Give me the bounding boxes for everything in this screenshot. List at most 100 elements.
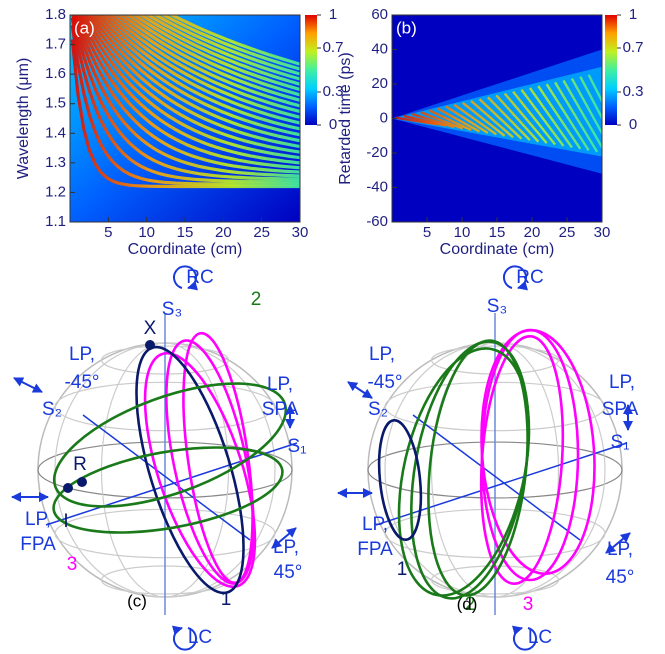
colorbar-tick-label: 0.3 — [323, 83, 344, 100]
sphere-label: SPA — [602, 399, 639, 420]
y-axis-label: Wavelength (μm) — [15, 58, 32, 180]
heat-stripe — [92, 15, 300, 137]
sphere-label: LP, — [369, 344, 395, 365]
heat-stripe — [80, 15, 300, 160]
sphere-label: RC — [186, 267, 213, 288]
heat-stripe — [125, 15, 300, 97]
heat-stripe — [88, 15, 300, 143]
y-tick-label: 1.1 — [45, 213, 66, 230]
heat-stripe — [403, 114, 447, 127]
heat-stripe — [100, 15, 300, 125]
heat-stripe — [74, 15, 300, 174]
sphere-label: RC — [516, 267, 543, 288]
heat-stripe — [528, 87, 573, 149]
heat-stripe — [114, 15, 300, 108]
y-tick-label: 0 — [380, 109, 388, 126]
polarization-arrow — [347, 381, 373, 399]
colorbar-tick-label: 0 — [629, 116, 637, 133]
trajectory — [143, 351, 257, 589]
colorbar — [305, 15, 317, 125]
y-tick-label: 1.8 — [45, 6, 66, 23]
colorbar-tick-label: 1 — [629, 6, 637, 23]
sphere-label: 45° — [274, 562, 303, 583]
colorbar-tick-label: 0.7 — [623, 39, 644, 56]
x-tick-label: 5 — [104, 224, 112, 241]
sphere-label: LP, — [609, 372, 635, 393]
axis-s2 — [412, 414, 581, 541]
heat-stripe — [428, 109, 472, 132]
axis-s2 — [82, 414, 251, 541]
sphere-label: LC — [528, 627, 552, 648]
sphere-label: S₁ — [610, 432, 629, 453]
heat-stripe — [545, 83, 590, 152]
sphere-label: 2 — [251, 289, 262, 310]
heat-stripe — [85, 15, 300, 149]
x-tick-label: 25 — [253, 224, 270, 241]
y-tick-label: 1.6 — [45, 65, 66, 82]
trajectory — [397, 347, 531, 597]
heat-stripe — [562, 79, 602, 150]
trajectory — [52, 382, 288, 508]
sphere-label: SPA — [262, 399, 299, 420]
y-tick-label: -20 — [366, 144, 388, 161]
trajectory — [377, 418, 423, 542]
x-tick-label: 25 — [559, 224, 576, 241]
sphere-label: X — [144, 318, 157, 339]
polarization-arrow — [271, 527, 297, 549]
y-axis-label: Retarded time (ps) — [337, 52, 354, 185]
heat-stripe — [420, 111, 464, 130]
sphere-label: LC — [188, 627, 212, 648]
heat-stripe — [495, 94, 540, 143]
heat-stripe — [579, 76, 602, 121]
trajectory — [480, 328, 596, 576]
sphere-label: 3 — [67, 554, 78, 575]
circular-arrow — [511, 625, 537, 651]
heat-stripe — [478, 98, 523, 140]
heat-stripe — [145, 15, 300, 81]
heat-stripe — [587, 74, 602, 104]
sphere-label: LP, — [273, 537, 299, 558]
sphere-label: S₁ — [287, 436, 306, 457]
colorbar-tick-label: 0.3 — [623, 83, 644, 100]
x-tick-label: 5 — [423, 224, 431, 241]
point — [63, 483, 73, 493]
x-axis-label: Coordinate (cm) — [440, 241, 555, 258]
sphere-label: LP, — [607, 539, 633, 560]
colorbar-tick-label: 0 — [329, 116, 337, 133]
heat-stripe — [445, 105, 489, 134]
polarization-arrow — [13, 377, 43, 393]
x-tick-label: 20 — [215, 224, 232, 241]
y-tick-label: 1.5 — [45, 95, 66, 112]
sphere-label: LP, — [69, 344, 95, 365]
colorbar — [605, 15, 617, 125]
trajectory — [182, 331, 254, 585]
heat-stripe — [119, 15, 300, 102]
heat-stripe — [160, 15, 300, 71]
heat-stripe — [487, 96, 531, 142]
y-tick-label: -40 — [366, 178, 388, 195]
sphere-label: 2 — [465, 594, 476, 615]
heat-stripe — [453, 103, 497, 136]
heat-stripe — [72, 15, 300, 178]
sphere-label: S₂ — [368, 399, 388, 420]
y-tick-label: 60 — [371, 6, 388, 23]
colorbar-tick-label: 1 — [329, 6, 337, 23]
x-tick-label: 30 — [594, 224, 611, 241]
point — [77, 477, 87, 487]
sphere-label: FPA — [20, 534, 56, 555]
heatmap — [392, 15, 602, 222]
heat-stripe — [138, 15, 300, 86]
heat-stripe — [131, 15, 300, 92]
heat-stripe — [70, 25, 300, 186]
colorbar-tick-label: 0.7 — [323, 39, 344, 56]
y-tick-label: 20 — [371, 75, 388, 92]
sphere-label: 3 — [523, 594, 534, 615]
heat-stripe — [77, 15, 300, 165]
point — [145, 340, 155, 350]
trajectory — [479, 334, 565, 586]
trajectory — [52, 446, 284, 534]
heat-stripe — [503, 92, 548, 144]
sphere-label: S₃ — [487, 296, 507, 317]
